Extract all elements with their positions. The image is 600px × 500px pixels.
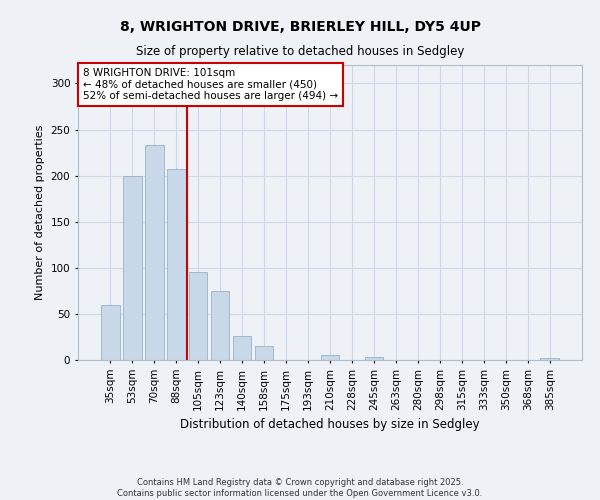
Bar [211, 291, 229, 360]
Bar [189, 272, 208, 360]
Bar [233, 336, 251, 360]
Bar [123, 176, 142, 360]
Text: Contains HM Land Registry data © Crown copyright and database right 2025.
Contai: Contains HM Land Registry data © Crown c… [118, 478, 482, 498]
Text: 8, WRIGHTON DRIVE, BRIERLEY HILL, DY5 4UP: 8, WRIGHTON DRIVE, BRIERLEY HILL, DY5 4U… [119, 20, 481, 34]
Bar [255, 346, 274, 360]
Bar [145, 145, 164, 360]
Y-axis label: Number of detached properties: Number of detached properties [35, 125, 45, 300]
Text: 8 WRIGHTON DRIVE: 101sqm
← 48% of detached houses are smaller (450)
52% of semi-: 8 WRIGHTON DRIVE: 101sqm ← 48% of detach… [83, 68, 338, 101]
Bar [320, 356, 340, 360]
X-axis label: Distribution of detached houses by size in Sedgley: Distribution of detached houses by size … [180, 418, 480, 431]
Bar [541, 358, 559, 360]
Text: Size of property relative to detached houses in Sedgley: Size of property relative to detached ho… [136, 45, 464, 58]
Bar [101, 304, 119, 360]
Bar [365, 357, 383, 360]
Bar [167, 169, 185, 360]
